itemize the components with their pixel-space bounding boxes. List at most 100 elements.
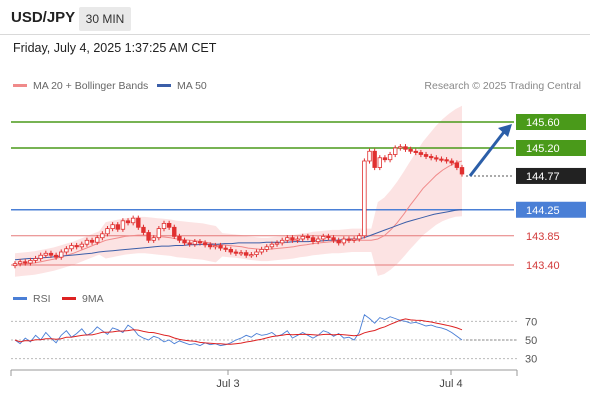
candle-body [130,217,136,224]
level-label-143.40: 143.40 [526,260,560,272]
candle [120,218,126,232]
candle [38,252,43,262]
candle-body [403,146,408,150]
candle-body [110,224,115,229]
candle-body [315,238,321,242]
candle-body [192,241,198,245]
candle [254,249,259,258]
candle-body [321,235,326,240]
candle [387,151,393,163]
candle [125,218,131,226]
candle-body [38,254,43,259]
candle-body [202,242,208,246]
candle [367,148,372,164]
candle [130,215,136,226]
candle [300,233,305,242]
candle-body [351,238,357,241]
timeframe-badge[interactable]: 30 MIN [79,7,131,31]
bollinger-layer [15,105,462,277]
candle-body [23,261,28,264]
candle [23,259,28,266]
candle-body [362,160,367,237]
candle-body [264,246,269,250]
candle [398,144,403,151]
candle-body [95,237,100,243]
candle [279,237,285,246]
candle [17,259,23,267]
level-label-145.60: 145.60 [526,117,560,129]
symbol-title: USD/JPY [11,9,76,26]
legend-ma20-label: MA 20 + Bollinger Bands [33,80,149,92]
level-label-144.25: 144.25 [526,205,560,217]
candle [79,241,84,250]
candle-body [372,150,377,168]
candle [310,235,316,245]
candle [48,250,54,258]
candle-body [223,247,228,250]
candle-body [259,248,264,253]
candle-body [377,157,382,168]
candle [305,233,311,241]
candle [377,155,382,171]
candle [439,156,444,163]
candle-body [305,235,311,239]
level-box-145.60 [516,114,586,130]
rsi-layer: 70 50 30 [11,314,537,366]
ma50-swatch [157,83,171,87]
candle-body [336,239,341,244]
candle-body [310,237,316,242]
candle-body [105,228,110,235]
rsi-line [14,314,463,347]
moving-average-layer [14,160,463,266]
candle-body [156,228,162,239]
candle [187,240,192,247]
candle-body [64,248,69,253]
price-chart: 145.60 145.20 144.25 143.85 143.40 144.77 [11,105,586,277]
candle-body [454,162,460,168]
candle [264,244,269,252]
candle-body [434,157,439,160]
candle-body [28,260,33,264]
candle-body [238,252,244,255]
candle-body [43,252,49,256]
level-label-143.85: 143.85 [526,231,560,243]
candle-body [161,222,167,229]
legend-9ma: 9MA [62,293,104,305]
candle [74,242,79,250]
candle [357,233,362,242]
time-axis: Jul 3 Jul 4 [10,369,518,390]
candle-body [459,167,465,175]
candle [382,155,388,163]
levels-layer [11,121,514,266]
candle-body [151,237,156,241]
x-ticks-layer: Jul 3 Jul 4 [216,370,463,390]
candle [84,237,90,247]
candle [290,235,295,243]
candle [12,261,18,269]
candle-body [115,224,120,230]
candle-body [166,222,172,228]
candle-body [33,258,38,261]
candle [238,250,244,256]
candle-body [69,245,74,250]
level-labels-layer: 145.60 145.20 144.25 143.85 143.40 144.77 [516,114,586,272]
candle-body [428,156,434,159]
candle-body [79,243,84,248]
candle [151,235,156,243]
candle [259,246,264,255]
candle-body [125,220,131,224]
candle-body [346,238,352,241]
candle [64,246,69,255]
candle [136,215,141,230]
target-arrow-head [498,124,512,137]
legend-ma50: MA 50 [157,80,207,92]
x-tick-label: Jul 4 [439,378,462,390]
candle [336,237,341,246]
candle-body [177,235,182,241]
rsi-swatch [13,296,27,300]
candle [208,242,213,250]
candle-body [244,252,249,256]
candle-body [172,226,177,237]
candle [413,148,418,156]
